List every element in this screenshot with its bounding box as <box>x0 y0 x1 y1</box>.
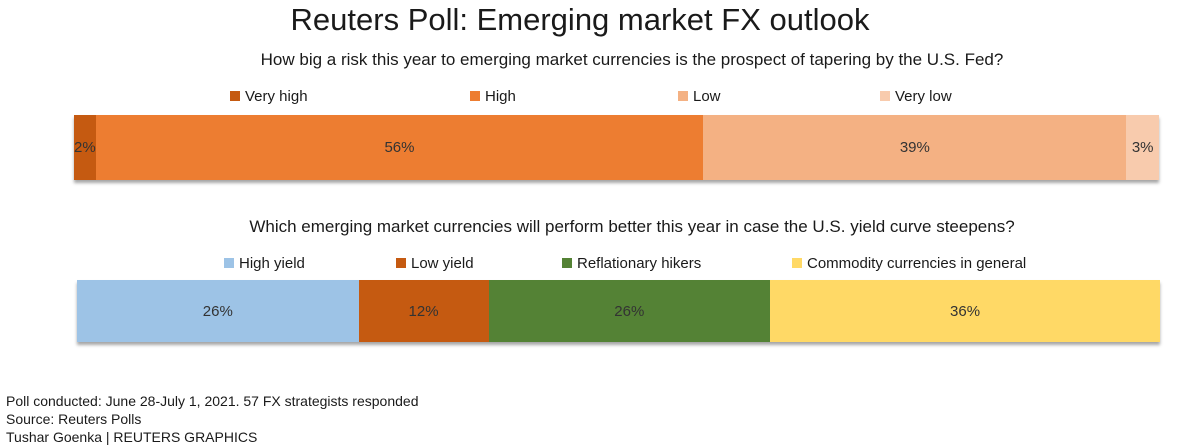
footer-credit: Tushar Goenka | REUTERS GRAPHICS <box>6 429 258 445</box>
data-label: 56% <box>384 139 415 156</box>
legend-swatch <box>678 91 688 101</box>
legend-label: High <box>485 88 516 105</box>
legend-swatch <box>470 91 480 101</box>
data-label: 3% <box>1131 139 1154 156</box>
legend-label: Reflationary hikers <box>577 255 702 272</box>
legend-item-high: High <box>470 88 516 106</box>
chart1-subtitle: How big a risk this year to emerging mar… <box>260 50 1004 69</box>
footer-source: Source: Reuters Polls <box>6 411 142 427</box>
legend-label: Very high <box>245 88 308 105</box>
legend-swatch <box>792 258 802 268</box>
chart1-stacked-bar: 2% 56% 39% 3% <box>74 115 1159 180</box>
data-label: 39% <box>899 139 930 156</box>
bar-segment-reflationary-hikers: 26% <box>488 280 771 342</box>
bar-segment-high-yield: 26% <box>77 280 359 342</box>
data-label: 12% <box>408 302 439 320</box>
chart2-stacked-bar: 26% 12% 26% 36% <box>77 280 1160 342</box>
legend-item-high-yield: High yield <box>224 255 305 273</box>
bar-segment-low: 39% <box>703 115 1127 180</box>
legend-item-very-low: Very low <box>880 88 952 106</box>
bar-segment-very-high: 2% <box>74 115 96 180</box>
data-label: 26% <box>614 302 645 320</box>
legend-label: Commodity currencies in general <box>807 255 1027 272</box>
data-label: 26% <box>202 302 233 320</box>
legend-item-reflationary-hikers: Reflationary hikers <box>562 255 701 273</box>
legend-item-commodity-currencies-in-general: Commodity currencies in general <box>792 255 1026 273</box>
legend-swatch <box>880 91 890 101</box>
data-label: 2% <box>74 139 96 156</box>
bar-segment-commodity-currencies-in-general: 36% <box>770 280 1160 342</box>
legend-swatch <box>224 258 234 268</box>
legend-label: Low yield <box>411 255 474 272</box>
chart-title: Reuters Poll: Emerging market FX outlook <box>290 2 870 37</box>
footer-note: Poll conducted: June 28-July 1, 2021. 57… <box>6 393 419 409</box>
legend-swatch <box>396 258 406 268</box>
legend-label: Low <box>693 88 721 105</box>
legend-label: Very low <box>895 88 952 105</box>
legend-swatch <box>562 258 572 268</box>
bar-segment-high: 56% <box>95 115 704 180</box>
legend-item-very-high: Very high <box>230 88 308 106</box>
bar-segment-low-yield: 12% <box>358 280 489 342</box>
legend-swatch <box>230 91 240 101</box>
data-label: 36% <box>950 302 981 320</box>
bar-segment-very-low: 3% <box>1126 115 1159 180</box>
legend-label: High yield <box>239 255 305 272</box>
chart2-subtitle: Which emerging market currencies will pe… <box>249 217 1015 236</box>
legend-item-low: Low <box>678 88 721 106</box>
legend-item-low-yield: Low yield <box>396 255 474 273</box>
